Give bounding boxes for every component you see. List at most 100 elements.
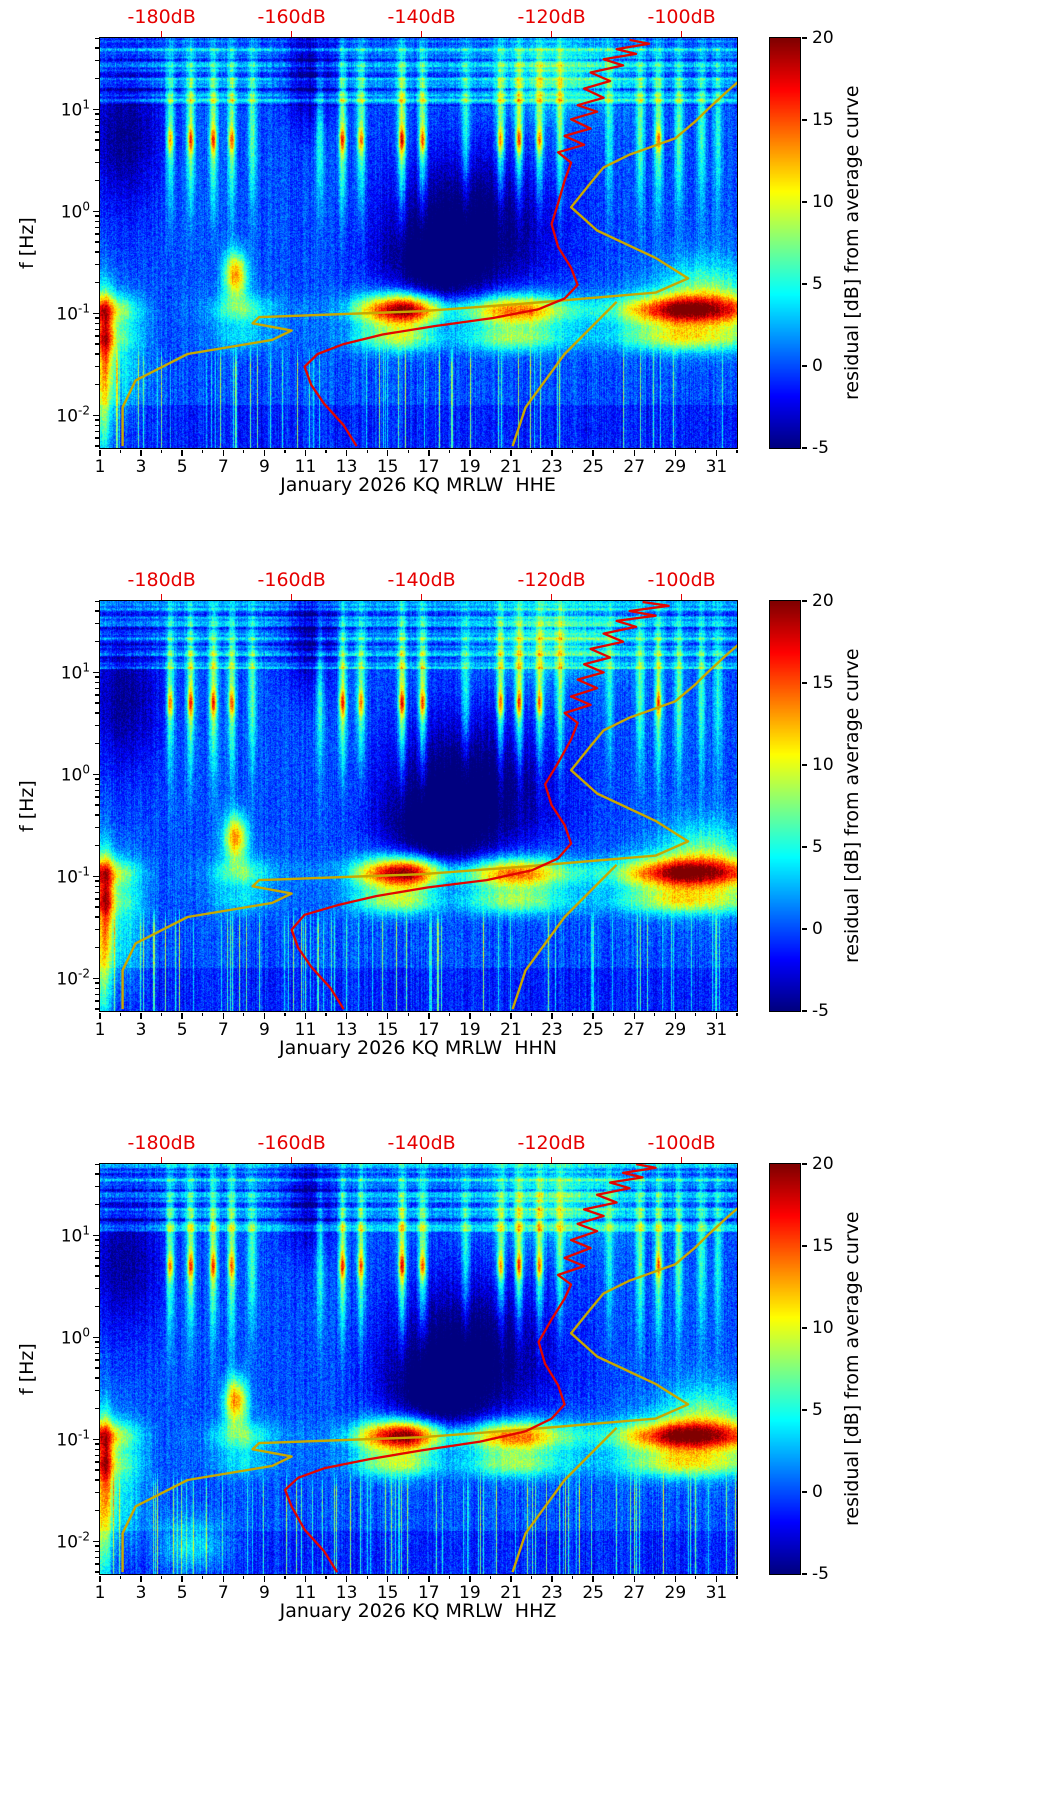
y-minor-tick	[95, 322, 99, 324]
model-curve-yellow-branch	[511, 300, 618, 447]
y-minor-tick	[95, 437, 99, 439]
top-db-label: -100dB	[647, 569, 716, 591]
colorbar-tick	[801, 928, 807, 930]
x-minor-tick	[489, 449, 491, 453]
top-db-tick	[550, 594, 553, 600]
average-curve-red	[283, 1164, 657, 1573]
x-tick-label: 29	[664, 1020, 687, 1040]
y-minor-tick	[95, 623, 99, 625]
y-tick-label: 10-1	[56, 302, 90, 325]
x-minor-tick	[284, 449, 286, 453]
colorbar-tick	[801, 37, 807, 39]
y-tick-label: 101	[60, 1224, 90, 1247]
x-minor-tick	[654, 449, 656, 453]
x-minor-tick	[325, 449, 327, 453]
model-curve-yellow-branch	[511, 1426, 618, 1573]
x-tick	[345, 1012, 348, 1019]
x-tick-label: 15	[376, 1020, 399, 1040]
y-tick	[92, 773, 99, 776]
x-minor-tick	[530, 449, 533, 453]
y-minor-tick	[95, 1545, 99, 1547]
y-minor-tick	[95, 1000, 99, 1002]
x-tick-label: 21	[500, 457, 522, 477]
y-minor-tick	[95, 149, 99, 151]
y-minor-tick	[95, 366, 99, 368]
x-tick	[428, 1575, 430, 1582]
y-minor-tick	[95, 180, 99, 182]
y-minor-tick	[95, 1341, 99, 1343]
x-tick-label: 1	[94, 1020, 106, 1040]
x-tick-label: 1	[94, 457, 106, 477]
x-minor-tick	[613, 1012, 615, 1016]
y-minor-tick	[95, 898, 99, 900]
x-tick-label: 11	[294, 1020, 317, 1040]
y-minor-tick	[95, 419, 99, 421]
y-minor-tick	[95, 702, 99, 704]
y-minor-tick	[95, 353, 99, 355]
colorbar-tick	[801, 365, 807, 367]
x-tick-label: 21	[500, 1020, 522, 1040]
x-tick-label: 19	[459, 1020, 481, 1040]
average-curve-red	[290, 601, 670, 1010]
y-tick	[92, 312, 99, 315]
x-axis-title: January 2026 KQ MRLW HHE	[280, 474, 556, 496]
x-minor-tick	[448, 1012, 450, 1016]
x-tick-label: 3	[135, 457, 147, 477]
y-axis-label: f [Hz]	[16, 780, 38, 832]
colorbar-tick-label: 15	[812, 110, 834, 130]
top-db-label: -140dB	[387, 569, 456, 591]
x-minor-tick	[284, 1575, 286, 1579]
x-tick-label: 13	[335, 1583, 358, 1603]
y-minor-tick	[95, 891, 99, 893]
x-minor-tick	[572, 1012, 574, 1016]
top-db-tick	[290, 31, 293, 37]
x-tick	[304, 1012, 307, 1019]
x-minor-tick	[366, 449, 368, 453]
x-tick	[592, 1575, 594, 1582]
x-tick-label: 29	[664, 1583, 687, 1603]
x-minor-tick	[325, 1575, 327, 1579]
x-tick	[263, 1575, 266, 1582]
x-tick-label: 19	[459, 457, 481, 477]
x-tick-label: 3	[135, 1020, 147, 1040]
x-tick-label: 17	[417, 1020, 440, 1040]
x-tick	[99, 1012, 101, 1019]
x-tick	[263, 449, 266, 456]
y-minor-tick	[95, 113, 99, 115]
y-minor-tick	[95, 1550, 99, 1552]
y-minor-tick	[95, 1448, 99, 1450]
x-tick	[592, 1012, 594, 1019]
x-minor-tick	[366, 1575, 368, 1579]
y-minor-tick	[95, 282, 99, 284]
x-minor-tick	[161, 1575, 163, 1579]
x-tick-label: 5	[176, 1020, 188, 1040]
y-minor-tick	[95, 1173, 99, 1175]
x-minor-tick	[202, 1575, 204, 1579]
y-tick-label: 101	[60, 98, 90, 121]
colorbar-gradient	[770, 601, 800, 1011]
top-db-label: -160dB	[257, 1132, 326, 1154]
x-tick	[715, 1575, 718, 1582]
y-minor-tick	[95, 220, 99, 222]
panel-hhe: f [Hz] January 2026 KQ MRLW HHE residual…	[0, 0, 1052, 563]
y-minor-tick	[95, 687, 99, 689]
y-minor-tick	[95, 681, 99, 683]
x-minor-tick	[736, 1012, 738, 1016]
x-minor-tick	[530, 1012, 533, 1016]
top-db-label: -180dB	[127, 6, 196, 28]
colorbar-tick	[801, 447, 807, 449]
y-minor-tick	[95, 906, 99, 908]
x-tick-label: 13	[335, 457, 358, 477]
y-tick	[92, 1540, 99, 1543]
y-minor-tick	[95, 1244, 99, 1246]
y-minor-tick	[95, 384, 99, 386]
x-minor-tick	[119, 449, 122, 453]
y-tick	[92, 671, 99, 674]
y-minor-tick	[95, 1250, 99, 1252]
x-minor-tick	[119, 1012, 122, 1016]
top-db-tick	[420, 594, 423, 600]
x-tick	[633, 449, 635, 456]
x-minor-tick	[243, 449, 245, 453]
x-tick	[345, 1575, 348, 1582]
top-db-label: -160dB	[257, 6, 326, 28]
